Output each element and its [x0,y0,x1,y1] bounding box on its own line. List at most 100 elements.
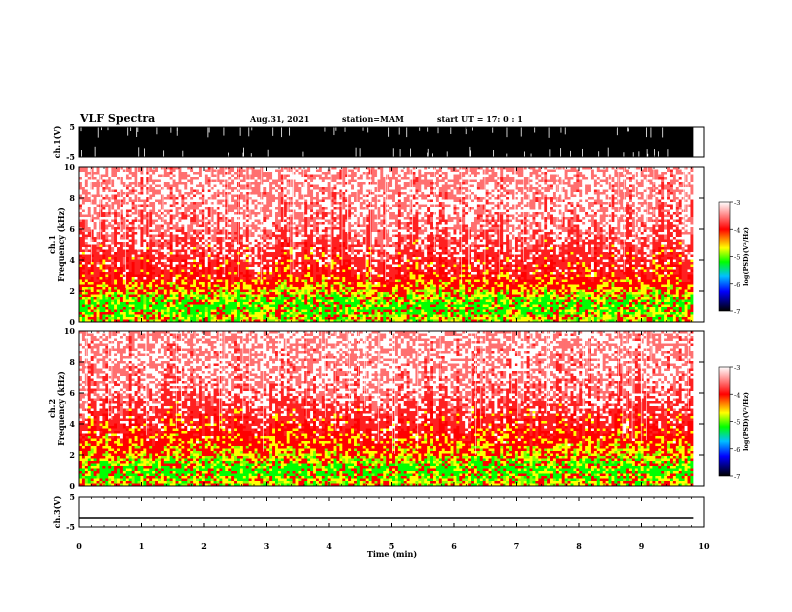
spectrogram-cell [126,300,129,303]
spectrogram-cell [102,287,105,290]
spectrogram-cell [85,207,88,210]
waveform-gap [598,151,599,157]
spectrogram-cell [85,247,88,250]
spectrogram-cell [105,225,108,228]
spectrogram-cell [91,275,94,278]
spectrogram-cell [111,275,114,278]
spectrogram-cell [108,257,111,260]
spectrogram-cell [123,312,126,315]
spectrogram-cell [126,292,129,295]
spectrogram-cell [120,257,123,260]
spectrogram-cell [108,250,111,253]
spectrogram-cell [129,262,132,265]
spectrogram-cell [94,220,97,223]
spectrogram-cell [85,292,88,295]
spectrogram-cell [126,270,129,273]
spectrogram-cell [82,220,85,223]
waveform-gap [472,127,473,131]
waveform-gap [281,127,282,137]
spectrogram-cell [97,292,100,295]
spectrogram-cell [99,200,102,203]
spectrogram-cell [108,317,111,320]
spectrogram-cell [102,267,105,270]
waveform-gap [658,151,659,157]
spectrogram-cell [108,307,111,310]
spectrogram-cell [99,312,102,315]
waveform-ch1-panel: 5-5ch.1(V) [52,122,704,162]
spectrogram-cell [108,227,111,230]
spectrogram-cell [120,315,123,318]
spectrogram-cell [102,217,105,220]
spectrogram-cell [82,292,85,295]
spectrogram-cell [99,187,102,190]
spectrogram-cell [105,307,108,310]
spectrogram-cell [99,185,102,188]
spectrogram-cell [97,215,100,218]
spectrogram-cell [88,280,91,283]
spectrogram-cell [102,292,105,295]
spectrogram-cell [85,305,88,308]
spectrogram-cell [85,252,88,255]
spectrogram-cell [97,272,100,275]
spectrogram-cell [82,272,85,275]
spectrogram-cell [97,210,100,213]
spectrogram-cell [114,220,117,223]
spectrogram-cell [91,317,94,320]
spectrogram-cell [105,217,108,220]
spectrogram-cell [111,265,114,268]
spectrogram-cell [117,207,120,210]
spectrogram-cell [94,187,97,190]
spectrogram-cell [105,245,108,248]
spectrogram-cell [126,255,129,258]
waveform-gap [251,153,252,157]
spectrogram-cell [126,275,129,278]
spectrogram-cell [85,270,88,273]
spectrogram-cell [114,207,117,210]
spectrogram-cell [88,287,91,290]
spectrogram-cell [85,182,88,185]
spectrogram-cell [111,260,114,263]
waveform-gap [582,149,583,157]
spectrogram-cell [108,287,111,290]
spectrogram-cell [99,305,102,308]
spectrogram-cell [99,302,102,305]
spectrogram-cell [114,245,117,248]
spectrogram-cell [111,180,114,183]
spectrogram-cell [120,262,123,265]
y-tick-label: 5 [69,122,75,132]
spectrogram-cell [91,277,94,280]
spectrogram-cell [88,282,91,285]
spectrogram-cell [102,220,105,223]
spectrogram-cell [82,265,85,268]
spectrogram-cell [120,250,123,253]
spectrogram-cell [105,317,108,320]
spectrogram-cell [105,277,108,280]
spectrogram-cell [97,300,100,303]
spectrogram-cell [102,317,105,320]
spectrogram-cell [94,315,97,318]
spectrogram-cell [105,170,108,173]
spectrogram-cell [97,237,100,240]
spectrogram-cell [111,235,114,238]
waveform-gap [248,127,249,136]
spectrogram-cell [129,247,132,250]
spectrogram-cell [108,245,111,248]
spectrogram-cell [97,257,100,260]
spectrogram-cell [126,235,129,238]
spectrogram-cell [102,290,105,293]
spectrogram-cell [111,185,114,188]
spectrogram-cell [114,267,117,270]
spectrogram-cell [111,215,114,218]
spectrogram-cell [94,262,97,265]
waveform-gap [432,153,433,157]
spectrogram-cell [114,260,117,263]
spectrogram-cell [111,240,114,243]
waveform-gap [524,151,525,157]
spectrogram-cell [88,242,91,245]
spectrogram-cell [114,307,117,310]
spectrogram-cell [129,267,132,270]
spectrogram-cell [88,182,91,185]
spectrogram-cell [129,232,132,235]
spectrogram-cell [97,230,100,233]
spectrogram-cell [117,177,120,180]
